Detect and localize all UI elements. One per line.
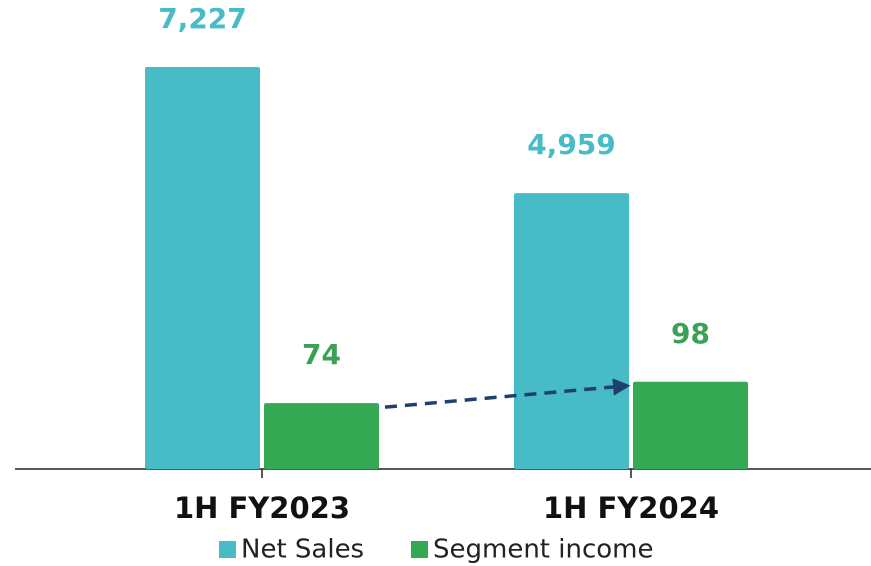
bar xyxy=(264,403,379,469)
legend-swatch xyxy=(411,541,428,558)
trend-arrow xyxy=(384,378,631,409)
bar xyxy=(145,66,260,470)
bar xyxy=(514,193,629,469)
bar xyxy=(633,381,748,469)
legend-label: Net Sales xyxy=(241,535,364,565)
legend-swatch xyxy=(219,541,236,558)
legend-label: Segment income xyxy=(433,535,654,565)
data-label: 7,227 xyxy=(158,2,247,35)
data-label: 74 xyxy=(302,338,341,371)
x-tick-label: 1H FY2024 xyxy=(543,491,719,525)
x-tick-label: 1H FY2023 xyxy=(174,491,350,525)
data-label: 98 xyxy=(671,317,710,350)
data-label: 4,959 xyxy=(527,128,616,161)
